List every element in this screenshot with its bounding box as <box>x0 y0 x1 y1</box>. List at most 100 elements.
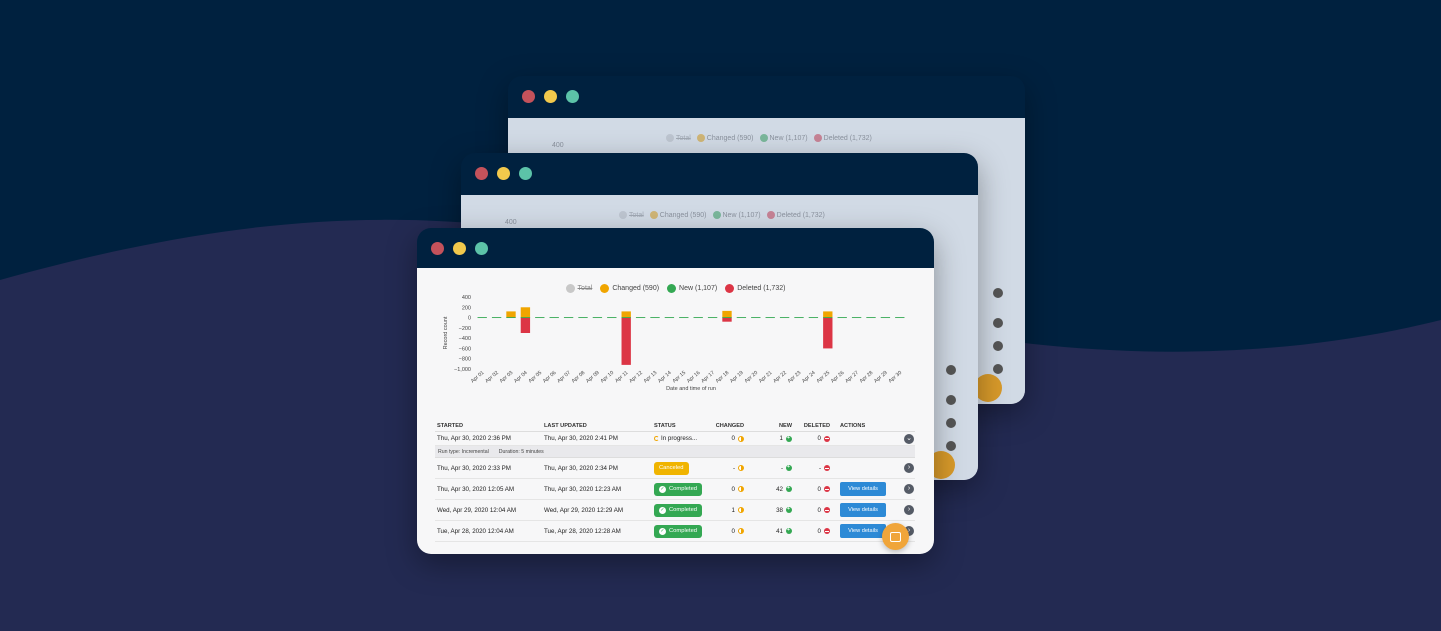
status-badge: ✓ Completed <box>654 503 703 517</box>
titlebar <box>417 228 934 268</box>
y-tick-label: −200 <box>459 326 471 332</box>
total-swatch-icon <box>565 284 575 293</box>
changed-cell: 0 <box>711 528 754 535</box>
status-badge: Canceled <box>654 461 689 475</box>
close-dot[interactable] <box>431 242 444 255</box>
chevron-right-icon[interactable]: › <box>904 505 914 515</box>
chevron-icon <box>993 341 1003 351</box>
close-dot <box>475 167 488 180</box>
new-icon <box>786 506 792 513</box>
minimize-dot <box>497 167 510 180</box>
header-status: STATUS <box>654 422 676 429</box>
chevron-right-icon[interactable]: › <box>904 526 914 536</box>
y-tick-label: −800 <box>459 357 471 363</box>
table-row[interactable]: Thu, Apr 30, 2020 2:33 PM Thu, Apr 30, 2… <box>435 458 915 479</box>
changed-bar <box>506 311 516 318</box>
x-tick-label: Apr 21 <box>758 370 774 384</box>
new-cell: 41 <box>754 527 797 535</box>
view-details-button[interactable]: View details <box>840 503 886 517</box>
maximize-dot <box>519 167 532 180</box>
changed-cell: 1 <box>711 507 754 514</box>
changed-cell: - <box>711 465 754 472</box>
chat-icon <box>974 374 1002 402</box>
chevron-right-icon[interactable]: › <box>904 484 914 494</box>
deleted-cell: 0 <box>797 486 834 493</box>
record-count-chart: 400 200 0 −200 −400 −600 −800 −1,000 Record coun… <box>443 295 905 392</box>
chevron-icon <box>946 365 956 375</box>
new-cell: 38 <box>754 506 797 514</box>
y-tick-label: 200 <box>462 305 471 311</box>
deleted-bar <box>621 317 631 365</box>
started-cell: Tue, Apr 28, 2020 12:04 AM <box>437 527 514 535</box>
legend-deleted[interactable]: Deleted (1,732) <box>725 284 785 293</box>
x-tick-label: Apr 14 <box>657 370 673 384</box>
updated-cell: Wed, Apr 29, 2020 12:29 AM <box>544 506 624 514</box>
minimize-dot[interactable] <box>453 242 466 255</box>
chevron-right-icon[interactable]: › <box>904 463 914 473</box>
deleted-bar <box>520 317 531 333</box>
new-cell: - <box>754 464 797 472</box>
deleted-icon <box>824 465 830 471</box>
chat-button[interactable] <box>882 523 909 550</box>
x-tick-label: Apr 08 <box>571 370 587 384</box>
table-row[interactable]: Thu, Apr 30, 2020 2:36 PM Thu, Apr 30, 2… <box>435 432 915 446</box>
new-cell: 1 <box>754 435 797 442</box>
deleted-icon <box>824 486 830 492</box>
minimize-dot <box>544 90 557 103</box>
x-tick-label: Apr 07 <box>556 370 572 384</box>
view-details-button[interactable]: View details <box>840 524 886 538</box>
spinner-icon <box>654 436 659 441</box>
x-tick-label: Apr 18 <box>715 370 731 384</box>
run-type: Run type: Incremental <box>438 448 489 455</box>
header-last-updated: LAST UPDATED <box>544 422 587 429</box>
new-icon <box>786 464 792 471</box>
x-tick-label: Apr 13 <box>643 370 659 384</box>
x-tick-label: Apr 24 <box>801 370 817 384</box>
deleted-cell: 0 <box>797 435 834 442</box>
changed-icon <box>738 507 744 513</box>
legend-new[interactable]: New (1,107) <box>667 284 717 293</box>
x-tick-label: Apr 10 <box>600 370 616 384</box>
x-tick-label: Apr 01 <box>470 370 486 384</box>
x-tick-label: Apr 17 <box>700 370 716 384</box>
table-row[interactable]: Thu, Apr 30, 2020 12:05 AM Thu, Apr 30, … <box>435 479 915 500</box>
x-tick-label: Apr 26 <box>830 370 846 384</box>
x-tick-label: Apr 25 <box>816 370 832 384</box>
view-details-button[interactable]: View details <box>840 482 886 496</box>
legend-changed[interactable]: Changed (590) <box>600 284 659 293</box>
chevron-icon <box>946 395 956 405</box>
maximize-dot[interactable] <box>475 242 488 255</box>
status-badge: ✓ Completed <box>654 524 703 538</box>
legend-total[interactable]: Total <box>565 284 592 293</box>
deleted-cell: 0 <box>797 507 834 514</box>
x-tick-label: Apr 23 <box>787 370 803 384</box>
y-tick-label: −600 <box>459 346 471 352</box>
run-duration: Duration: 5 minutes <box>498 448 544 455</box>
chevron-icon <box>993 318 1003 328</box>
started-cell: Thu, Apr 30, 2020 12:05 AM <box>437 485 515 493</box>
check-icon: ✓ <box>659 506 666 514</box>
x-tick-label: Apr 04 <box>513 370 529 384</box>
changed-bar <box>722 310 732 318</box>
table-row[interactable]: Tue, Apr 28, 2020 12:04 AM Tue, Apr 28, … <box>435 521 915 542</box>
deleted-cell: - <box>797 465 834 472</box>
chart-legend: Total Changed (590) New (1,107) Deleted … <box>417 284 934 293</box>
chevron-icon <box>993 364 1003 374</box>
run-info-bar: Run type: Incremental Duration: 5 minute… <box>435 446 915 458</box>
x-tick-label: Apr 30 <box>888 370 904 384</box>
updated-cell: Tue, Apr 28, 2020 12:28 AM <box>544 527 621 535</box>
chevron-down-icon[interactable]: ⌄ <box>904 433 914 444</box>
runs-table: STARTED LAST UPDATED STATUS CHANGED NEW … <box>435 420 915 542</box>
x-tick-label: Apr 06 <box>542 370 558 384</box>
y-tick-label: 0 <box>468 316 471 322</box>
updated-cell: Thu, Apr 30, 2020 12:23 AM <box>544 485 622 493</box>
status-in-progress: In progress... <box>654 435 711 442</box>
changed-icon <box>738 486 744 492</box>
deleted-cell: 0 <box>797 528 834 535</box>
maximize-dot <box>566 90 579 103</box>
y-tick-label: 400 <box>462 295 471 301</box>
x-tick-label: Apr 15 <box>672 370 688 384</box>
titlebar <box>508 76 1025 118</box>
chevron-icon <box>993 288 1003 298</box>
table-row[interactable]: Wed, Apr 29, 2020 12:04 AM Wed, Apr 29, … <box>435 500 915 521</box>
